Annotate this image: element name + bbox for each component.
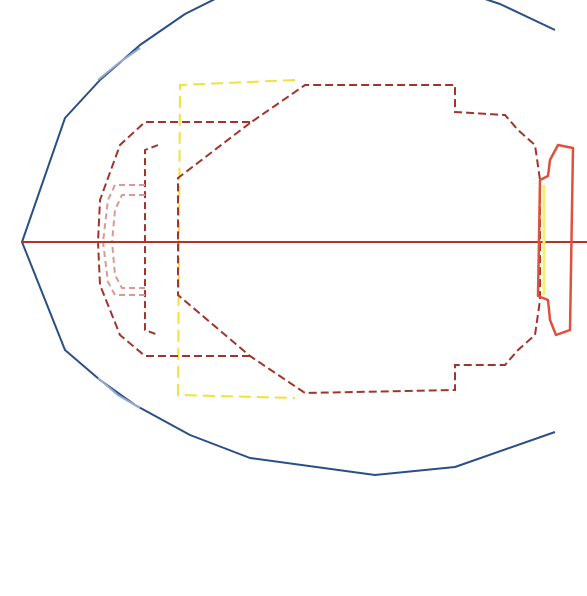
inner-element-light-mid-bottom [111,241,145,289]
inner-element-light-mid-top [111,194,145,243]
front-lens-element [536,143,575,337]
rear-group-dashed-bottom [97,241,250,357]
outer-boundary-echo-top [97,47,141,81]
inner-element-light-top [102,184,145,243]
lens-body-dashed-outline [177,84,541,395]
rear-group-dashed-top [97,121,250,243]
outer-boundary-echo-bottom [97,377,141,409]
yellow-dashed-frame [176,79,296,399]
inner-bracket-dashed [144,144,159,336]
inner-element-light-bottom [102,241,145,296]
outer-boundary-curve [21,0,556,476]
